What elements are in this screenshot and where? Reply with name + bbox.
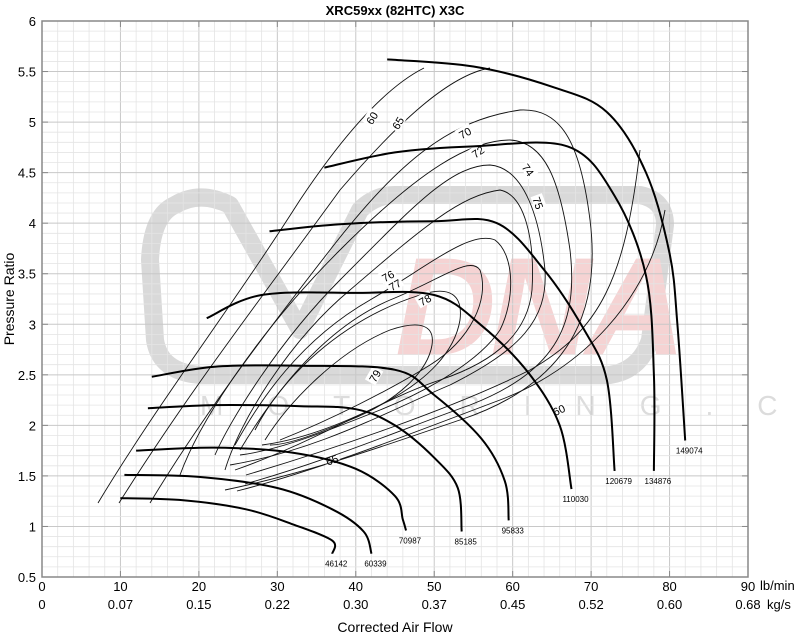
chart-title: XRC59xx (82HTC) X3C <box>326 3 465 18</box>
x-secondary-tick-label: 0.15 <box>186 597 211 612</box>
y-tick-label: 3 <box>29 317 36 332</box>
x-secondary-tick-label: 0 <box>38 597 45 612</box>
speed-line <box>124 473 373 555</box>
speed-lines: 46142 60339 70987 85185 95833 110030 120679 134… <box>120 58 703 569</box>
speed-line <box>269 217 616 471</box>
speed-line-label: 120679 <box>605 477 632 486</box>
watermark-logo: DNA MOTORING.COM <box>141 186 800 421</box>
efficiency-contour-label: 75 <box>529 196 544 212</box>
y-tick-label: 4 <box>29 216 36 231</box>
speed-line <box>324 141 656 471</box>
y-tick-label: 4.5 <box>18 166 36 181</box>
efficiency-contour-label: 74 <box>519 162 536 179</box>
y-tick-label: 1 <box>29 519 36 534</box>
x-unit-secondary: kg/s <box>767 597 791 612</box>
plot-frame <box>41 20 749 578</box>
speed-line <box>387 58 687 441</box>
x-tick-label: 60 <box>505 579 519 594</box>
y-axis-label: Pressure Ratio <box>1 252 17 345</box>
efficiency-contour-label: 79 <box>368 368 385 385</box>
y-tick-label: 5 <box>29 115 36 130</box>
speed-line-label: 95833 <box>502 526 525 535</box>
efficiency-contour-label: 60 <box>365 110 382 127</box>
x-secondary-tick-label: 0.45 <box>500 597 525 612</box>
efficiency-contour <box>245 149 641 476</box>
x-tick-label: 20 <box>192 579 206 594</box>
speed-line <box>147 404 463 532</box>
contour-label-bg <box>519 159 539 180</box>
efficiency-contour <box>214 164 546 466</box>
y-tick-label: 5.5 <box>18 65 36 80</box>
y-tick-label: 3.5 <box>18 267 36 282</box>
efficiency-contour <box>118 67 491 504</box>
efficiency-contour <box>179 139 573 485</box>
x-axis-label: Corrected Air Flow <box>337 619 453 635</box>
speed-line-label: 85185 <box>455 538 478 547</box>
x-tick-label: 90 <box>741 579 755 594</box>
x-tick-label: 80 <box>662 579 676 594</box>
grid <box>42 21 748 577</box>
contour-label-bg <box>377 265 398 285</box>
x-secondary-tick-label: 0.30 <box>343 597 368 612</box>
x-tick-label: 50 <box>427 579 441 594</box>
x-secondary-tick-label: 0.22 <box>265 597 290 612</box>
efficiency-contour-label: 70 <box>457 126 474 143</box>
x-tick-label: 0 <box>38 579 45 594</box>
y-tick-label: 0.5 <box>18 570 36 585</box>
speed-line-label: 149074 <box>676 447 703 456</box>
contour-label-bg <box>361 107 381 128</box>
efficiency-contour <box>234 237 512 456</box>
efficiency-contour-label: 72 <box>470 144 487 161</box>
x-secondary-tick-label: 0.37 <box>422 597 447 612</box>
y-tick-label: 6 <box>29 14 36 29</box>
efficiency-contour <box>264 324 433 446</box>
efficiency-contour-label: 65 <box>391 115 408 132</box>
efficiency-contour <box>224 189 533 471</box>
speed-line-label: 110030 <box>562 495 589 504</box>
x-secondary-tick-label: 0.07 <box>108 597 133 612</box>
speed-line <box>206 290 573 490</box>
x-tick-label: 40 <box>349 579 363 594</box>
contour-label-bg <box>530 193 548 213</box>
efficiency-contour-label: 78 <box>417 293 434 310</box>
y-tick-label: 2.5 <box>18 368 36 383</box>
x-unit-primary: lb/min <box>760 578 795 593</box>
x-tick-label: 70 <box>584 579 598 594</box>
efficiency-contour <box>97 67 425 504</box>
y-tick-label: 1.5 <box>18 469 36 484</box>
efficiency-contour <box>149 109 593 504</box>
contour-label-bg <box>454 122 475 142</box>
speed-line <box>136 446 407 531</box>
efficiency-contour <box>239 265 483 451</box>
x-secondary-tick-label: 0.68 <box>735 597 760 612</box>
x-secondary-tick-label: 0.60 <box>657 597 682 612</box>
contour-label-bg <box>364 365 384 386</box>
speed-line <box>151 364 510 521</box>
speed-line-label: 70987 <box>399 536 422 545</box>
axis-ticks: 0 0 10 0.07 20 0.15 30 0.22 40 0.30 50 0.37 60 0.45 70… <box>18 14 761 612</box>
x-tick-label: 10 <box>113 579 127 594</box>
efficiency-contour-label: 77 <box>387 278 404 295</box>
x-secondary-tick-label: 0.52 <box>578 597 603 612</box>
x-tick-label: 30 <box>270 579 284 594</box>
speed-line <box>120 497 337 554</box>
speed-line-label: 60339 <box>364 560 387 569</box>
contour-label-bg <box>387 112 407 133</box>
efficiency-contour <box>254 290 461 446</box>
contour-label-bg <box>384 274 405 294</box>
speed-line-label: 46142 <box>325 560 348 569</box>
y-tick-label: 2 <box>29 418 36 433</box>
svg-text:DNA: DNA <box>395 228 680 385</box>
speed-line-label: 134876 <box>645 477 672 486</box>
